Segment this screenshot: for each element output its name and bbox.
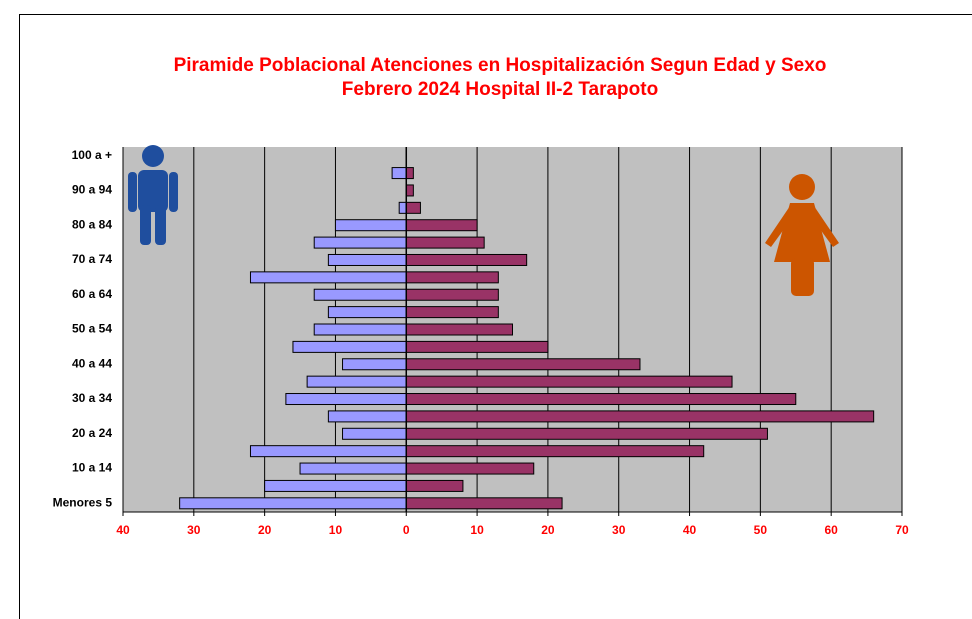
frame <box>19 14 972 619</box>
bar <box>405 167 414 180</box>
bar <box>405 271 499 284</box>
y-tick-label: 50 a 54 <box>72 322 112 336</box>
y-tick-label: 100 a + <box>72 148 112 162</box>
bar <box>405 219 478 232</box>
bar <box>405 445 705 458</box>
bar <box>398 201 407 214</box>
x-tick-label: 60 <box>825 523 839 537</box>
y-tick-label: 60 a 64 <box>72 287 112 301</box>
bar <box>405 479 464 492</box>
x-tick-label: 30 <box>612 523 626 537</box>
bar <box>249 271 407 284</box>
x-tick-label: 10 <box>470 523 484 537</box>
y-tick-label: 30 a 34 <box>72 391 112 405</box>
bar <box>405 288 499 301</box>
bar <box>327 410 407 423</box>
bar <box>405 427 768 440</box>
x-tick-label: 30 <box>187 523 201 537</box>
x-tick-label: 20 <box>541 523 555 537</box>
y-tick-label: 70 a 74 <box>72 252 112 266</box>
bar <box>405 201 421 214</box>
bar <box>334 219 407 232</box>
x-tick-label: 0 <box>403 523 410 537</box>
x-tick-label: 50 <box>754 523 768 537</box>
x-tick-label: 40 <box>116 523 130 537</box>
bar <box>391 167 407 180</box>
bar <box>292 340 407 353</box>
bar <box>405 358 641 371</box>
bar <box>342 427 407 440</box>
x-tick-label: 10 <box>329 523 343 537</box>
bar <box>342 358 407 371</box>
y-tick-label: 80 a 84 <box>72 217 112 231</box>
female-icon <box>765 174 839 296</box>
bar <box>405 306 499 319</box>
bar <box>405 340 549 353</box>
bar <box>405 410 875 423</box>
bar <box>179 497 407 510</box>
x-tick-label: 40 <box>683 523 697 537</box>
bar <box>313 236 407 249</box>
y-tick-label: 40 a 44 <box>72 356 112 370</box>
y-tick-label: 20 a 24 <box>72 426 112 440</box>
male-icon <box>128 145 178 245</box>
bar <box>405 375 733 388</box>
bar <box>405 462 535 475</box>
bar <box>313 323 407 336</box>
chart-subtitle: Febrero 2024 Hospital II-2 Tarapoto <box>342 79 658 100</box>
bar <box>249 445 407 458</box>
bar <box>405 236 485 249</box>
bar <box>264 479 407 492</box>
y-tick-label: Menores 5 <box>53 495 113 509</box>
y-tick-label: 90 a 94 <box>72 183 112 197</box>
plot: 40 30 20 10 0 10 20 30 40 50 60 70 Menores 5 10 a 14 2… <box>53 147 909 537</box>
bar <box>306 375 407 388</box>
bar <box>405 497 563 510</box>
bar <box>405 253 528 266</box>
bar <box>327 253 407 266</box>
x-tick-label: 70 <box>895 523 909 537</box>
chart-title: Piramide Poblacional Atenciones en Hospi… <box>174 55 827 76</box>
x-tick-label: 20 <box>258 523 272 537</box>
bar <box>285 393 407 406</box>
y-tick-label: 10 a 14 <box>72 461 112 475</box>
bar <box>299 462 407 475</box>
bar <box>405 323 514 336</box>
bar <box>405 184 414 197</box>
bar <box>405 393 797 406</box>
bar <box>327 306 407 319</box>
bar <box>313 288 407 301</box>
